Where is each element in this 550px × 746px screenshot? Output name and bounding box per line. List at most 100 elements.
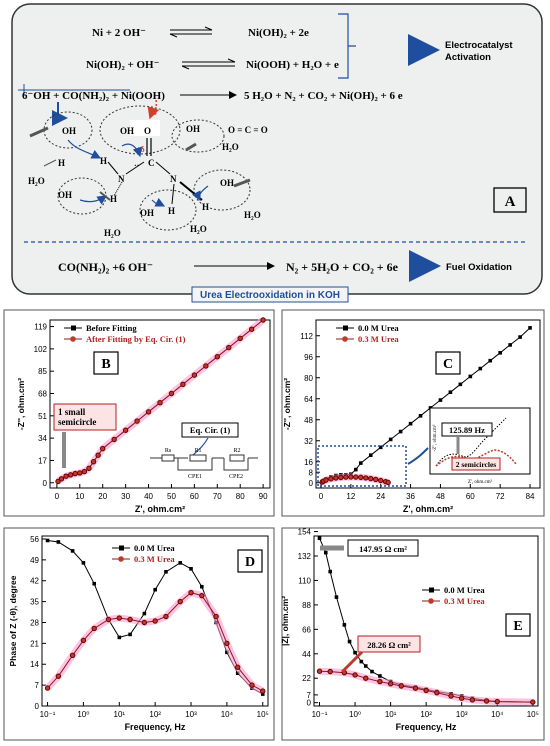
data-point xyxy=(260,317,266,323)
svg-text:OH: OH xyxy=(186,124,200,134)
data-point xyxy=(55,673,62,679)
freq-label: 125.89 Hz xyxy=(449,425,485,435)
data-point xyxy=(508,343,512,347)
panel-letter: E xyxy=(513,619,522,634)
data-point xyxy=(77,470,83,476)
y-tick-label: 96 xyxy=(304,353,313,362)
legend-label: 0.3 M Urea xyxy=(358,334,399,344)
data-point xyxy=(347,639,352,644)
data-point xyxy=(122,427,129,433)
data-point xyxy=(200,584,204,589)
data-point xyxy=(63,473,69,479)
y-tick-label: 88 xyxy=(302,601,311,610)
svg-text:N: N xyxy=(118,174,125,184)
data-point xyxy=(353,474,359,480)
panel-a-letter-box xyxy=(493,187,527,213)
data-point xyxy=(168,390,175,397)
svg-text:H₂O: H₂O xyxy=(222,142,239,152)
data-point xyxy=(188,589,194,596)
svg-text:H: H xyxy=(168,206,175,216)
data-point xyxy=(317,536,322,541)
data-point xyxy=(323,477,329,483)
x-tick-label: 0 xyxy=(319,492,324,501)
y-axis-label: -Z'', ohm.cm² xyxy=(16,378,26,430)
svg-text:H: H xyxy=(110,194,117,204)
y-tick-label: 22 xyxy=(302,674,311,683)
resistor-rs xyxy=(161,454,175,462)
data-point xyxy=(354,467,358,472)
chart-c: 0 12 24 36 48 60 72 84 0 816 32 48 64 80 96 112 Z', ohm.… xyxy=(281,309,545,517)
data-point xyxy=(412,685,419,691)
x-tick-label: 12 xyxy=(346,492,355,501)
x-axis-label: Z', ohm.cm² xyxy=(403,504,453,514)
x-tick-label: 10 xyxy=(75,492,84,501)
label-r2: R2 xyxy=(233,448,240,454)
data-point xyxy=(483,698,490,704)
y-tick-label: 112 xyxy=(300,332,313,341)
x-tick-label: 24 xyxy=(376,492,385,501)
panel-letter: B xyxy=(101,357,110,372)
data-point xyxy=(387,681,394,687)
semi-label: 2 semicircles xyxy=(456,460,497,469)
legend-marker xyxy=(343,325,348,331)
data-point xyxy=(385,479,391,486)
data-point xyxy=(458,382,463,387)
y-tick-label: 0 xyxy=(307,699,312,708)
y-tick-label: 7 xyxy=(307,691,312,700)
data-point xyxy=(178,561,183,565)
x-tick-label: 70 xyxy=(213,492,222,501)
y-tick-label: 17 xyxy=(38,456,47,465)
annotation-semicircle: 1 small xyxy=(58,407,86,417)
data-point xyxy=(177,598,183,605)
data-point xyxy=(333,475,339,481)
data-point xyxy=(398,683,405,689)
svg-text:N: N xyxy=(170,174,177,184)
data-point xyxy=(438,398,443,402)
legend-label: 0.3 M Urea xyxy=(134,554,175,564)
data-point xyxy=(214,354,220,360)
y-tick-label: 16 xyxy=(304,458,313,467)
data-point xyxy=(398,429,403,434)
y-tick-label: 51 xyxy=(38,412,47,421)
data-point xyxy=(518,335,522,339)
circuit-label-box xyxy=(181,422,239,438)
data-point xyxy=(363,664,368,668)
fuel-reaction-left: CO(NH₂)₂ +6 OH⁻ xyxy=(58,260,153,274)
data-point xyxy=(95,452,101,458)
x-tick-label: 10⁻¹ xyxy=(40,710,56,719)
svg-text:H: H xyxy=(58,158,65,168)
y-tick-label: 132 xyxy=(298,552,312,561)
y-tick-label: 48 xyxy=(304,416,313,425)
x-tick-label: 0 xyxy=(55,492,60,501)
data-point xyxy=(408,421,413,426)
inset-series-a xyxy=(435,417,507,467)
y-tick-label: 102 xyxy=(34,345,48,354)
y-tick-label: 42 xyxy=(30,577,39,586)
data-point xyxy=(478,366,483,371)
data-point xyxy=(459,695,465,701)
data-point xyxy=(370,669,374,674)
y-axis-label: -Z'', ohm.cm² xyxy=(282,378,292,430)
data-point xyxy=(359,461,363,465)
panel-letter-box xyxy=(435,351,461,375)
label-rs: Rs xyxy=(165,448,172,454)
data-point xyxy=(226,344,232,351)
resistor-r1 xyxy=(189,454,207,462)
x-tick-label: 10¹ xyxy=(385,710,397,719)
svg-text:H₂O: H₂O xyxy=(104,228,121,238)
data-point xyxy=(368,475,374,482)
data-point xyxy=(141,619,148,626)
data-point xyxy=(152,618,158,624)
svg-text:OH: OH xyxy=(140,208,154,218)
data-point xyxy=(81,561,86,565)
y-tick-label: 14 xyxy=(30,660,39,669)
circuit-label: Eq. Cir. (1) xyxy=(190,425,230,435)
label-cpe1: CPE1 xyxy=(188,474,202,480)
data-point xyxy=(203,363,209,369)
data-point xyxy=(189,567,193,571)
data-point xyxy=(498,351,502,355)
legend-label: 0.0 M Urea xyxy=(134,543,175,553)
y-tick-label: 21 xyxy=(30,639,39,648)
data-point xyxy=(163,613,169,620)
data-point xyxy=(378,477,384,484)
